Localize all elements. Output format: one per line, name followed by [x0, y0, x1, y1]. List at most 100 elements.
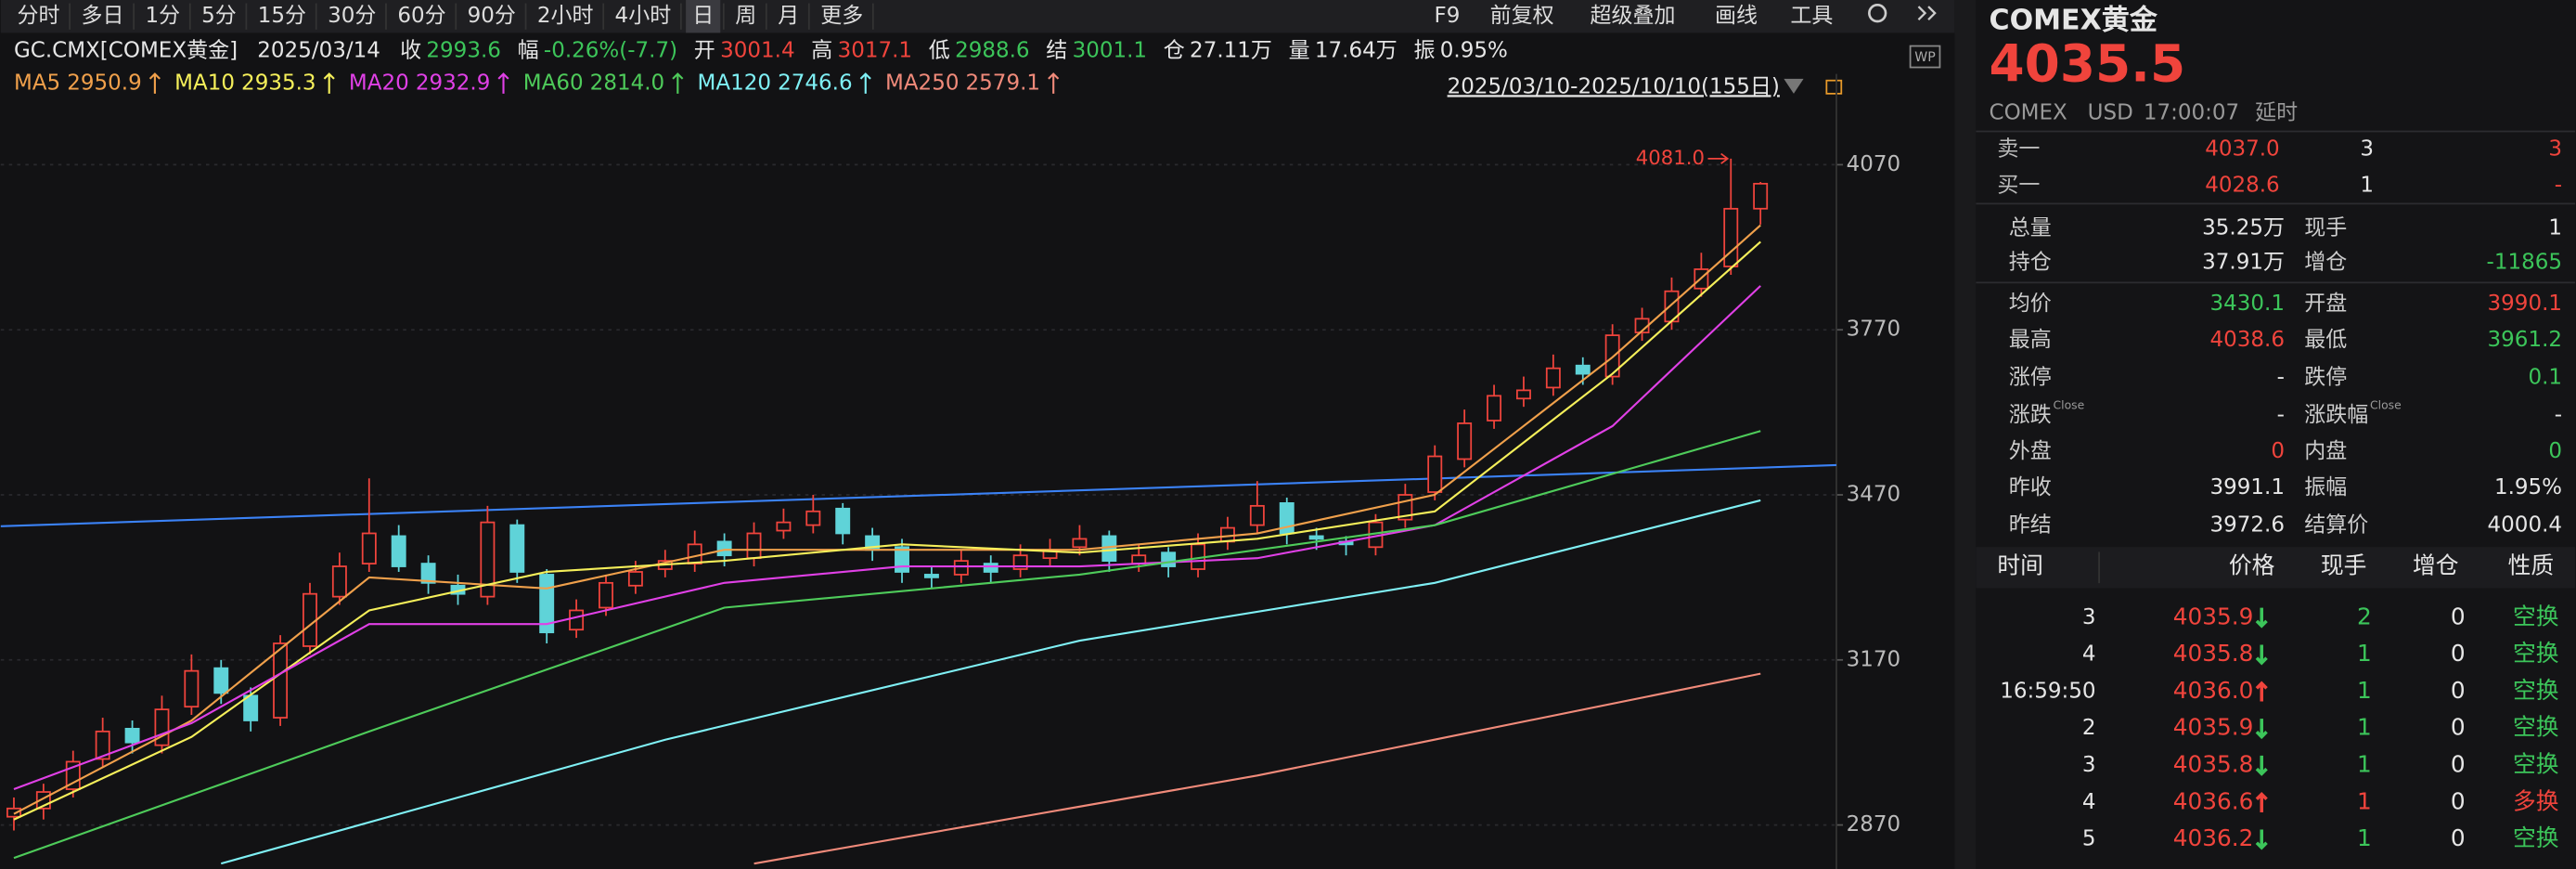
trade-kind: 空换: [2513, 824, 2559, 851]
tool-button[interactable]: F9: [1434, 4, 1460, 28]
lock-icon[interactable]: [1825, 79, 1843, 95]
panel-bg: [1976, 0, 2576, 869]
panel-sub: COMEX: [1990, 101, 2068, 125]
tool-button[interactable]: 超级叠加: [1591, 4, 1676, 28]
stat-value: -: [2555, 403, 2562, 427]
trade-time: 4: [2082, 790, 2096, 814]
book-volume: 1: [2360, 173, 2374, 197]
toolbar-button[interactable]: 2小时: [537, 4, 594, 28]
toolbar-button[interactable]: 4小时: [615, 4, 672, 28]
panel-price: 4035.5: [1990, 34, 2186, 94]
candle-body: [746, 532, 762, 560]
stat-label: 内盘: [2304, 439, 2347, 463]
stat-value: 3990.1: [2488, 292, 2562, 316]
dropdown-icon[interactable]: [1784, 78, 1804, 94]
divider: [1954, 0, 1977, 869]
y-tick-label: 3170: [1847, 647, 1901, 671]
stat-label: 增仓: [2304, 251, 2347, 275]
trade-price: 4035.8: [2173, 640, 2254, 667]
candle-body: [716, 540, 732, 557]
trade-kind: 空换: [2513, 677, 2559, 704]
trade-arrow: [2255, 644, 2268, 666]
more-icon[interactable]: [1917, 6, 1937, 21]
candle-body: [213, 667, 229, 694]
candle-body: [243, 694, 259, 721]
ma-line: [13, 240, 1761, 821]
toolbar-button[interactable]: 多日: [82, 4, 124, 28]
trade-oi: 0: [2451, 603, 2466, 629]
candle-body: [1604, 334, 1620, 378]
trade-time: 4: [2082, 642, 2096, 667]
stat-value: 1: [2548, 215, 2562, 240]
toolbar-button[interactable]: 1分: [146, 4, 181, 28]
trade-price: 4036.6: [2173, 787, 2254, 814]
field-label: 仓: [1164, 38, 1185, 62]
toolbar-button[interactable]: 60分: [397, 4, 445, 28]
trade-header: 性质: [2508, 551, 2555, 578]
candle-body: [95, 730, 110, 760]
trade-volume: 2: [2357, 603, 2372, 629]
trade-volume: 1: [2357, 751, 2372, 778]
candle-body: [420, 563, 436, 584]
tool-button[interactable]: 工具: [1790, 4, 1833, 28]
trade-oi: 0: [2451, 824, 2466, 851]
tool-button[interactable]: 前复权: [1490, 4, 1554, 28]
toolbar-button[interactable]: 5分: [201, 4, 237, 28]
trade-header-bg: [1976, 547, 2576, 589]
candle-body: [331, 565, 347, 598]
gear-icon[interactable]: [1868, 3, 1887, 23]
y-tick-label: 4070: [1847, 152, 1901, 176]
ma-arrow: [497, 72, 509, 94]
book-change: -: [2555, 173, 2562, 197]
toolbar-button[interactable]: 分时: [18, 4, 60, 28]
toolbar-button[interactable]: 更多: [820, 4, 863, 28]
trade-oi: 0: [2451, 714, 2466, 741]
trade-header: 价格: [2229, 551, 2275, 578]
candle-body: [1131, 554, 1147, 564]
trade-arrow: [2255, 829, 2268, 850]
trade-header: 增仓: [2413, 551, 2459, 578]
trade-arrow: [2255, 791, 2268, 812]
ma-line: [13, 430, 1761, 860]
field-label: 幅: [518, 38, 539, 62]
candle-body: [1545, 367, 1561, 389]
ma-name: MA120: [698, 71, 771, 96]
field-label: 收: [400, 38, 421, 62]
high-arrow: [1707, 152, 1730, 164]
trade-arrow: [2255, 719, 2268, 740]
candle-body: [273, 642, 289, 719]
toolbar-button[interactable]: 日: [692, 4, 714, 28]
trade-oi: 0: [2451, 640, 2466, 667]
field-value: 2993.6: [426, 38, 500, 62]
stat-value: -11865: [2487, 251, 2562, 275]
trade-volume: 1: [2357, 824, 2372, 851]
ma-name: MA60: [523, 71, 584, 96]
ma-line: [13, 224, 1761, 815]
candle-body: [983, 563, 998, 573]
toolbar-button[interactable]: 90分: [468, 4, 516, 28]
ma-name: MA250: [885, 71, 959, 96]
candle-body: [1308, 535, 1324, 540]
y-tick-label: 3770: [1847, 318, 1901, 342]
toolbar-button[interactable]: 月: [778, 4, 799, 28]
tool-button[interactable]: 画线: [1715, 4, 1758, 28]
active-button-bg: [686, 0, 721, 33]
stat-label: 均价: [2009, 292, 2052, 316]
toolbar-button[interactable]: 周: [735, 4, 756, 28]
trade-oi: 0: [2451, 787, 2466, 814]
candle-body: [391, 535, 406, 567]
candle-body: [776, 521, 792, 532]
toolbar-button[interactable]: 15分: [258, 4, 306, 28]
candle-body: [1072, 538, 1088, 549]
stat-value: 1.95%: [2494, 475, 2562, 499]
ma-line: [753, 672, 1761, 865]
stat-value: 3991.1: [2210, 475, 2285, 499]
field-value: 17.64万: [1315, 38, 1397, 62]
trade-kind: 多换: [2513, 787, 2559, 814]
toolbar-button[interactable]: 30分: [328, 4, 376, 28]
stat-label: 涨跌幅: [2304, 403, 2368, 427]
trade-kind: 空换: [2513, 714, 2559, 741]
candle-body: [1161, 551, 1177, 567]
ma-line: [220, 499, 1761, 865]
